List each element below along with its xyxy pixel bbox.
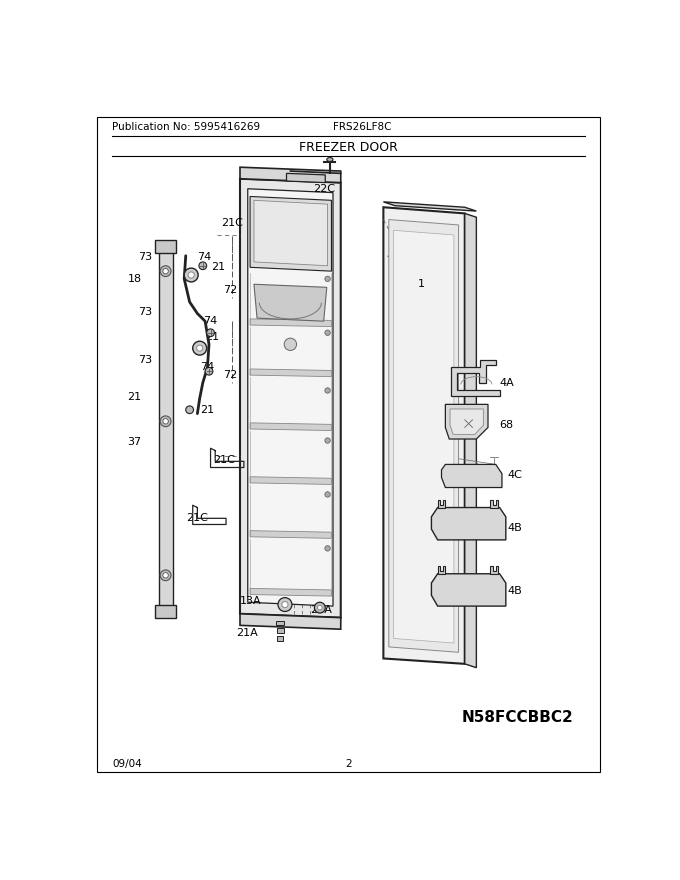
Text: 09/04: 09/04 [112,759,142,769]
Circle shape [325,276,330,282]
Circle shape [163,268,169,274]
Polygon shape [250,196,331,271]
Text: 21A: 21A [236,628,258,638]
Polygon shape [155,240,176,253]
Text: FREEZER DOOR: FREEZER DOOR [299,142,398,155]
Polygon shape [250,589,331,596]
Text: 4C: 4C [507,470,522,480]
Circle shape [160,570,171,581]
Text: 74: 74 [197,252,211,261]
Text: 21: 21 [205,332,219,341]
Circle shape [192,341,207,355]
Polygon shape [250,531,331,539]
Polygon shape [451,360,500,396]
Circle shape [186,406,194,414]
Polygon shape [158,252,173,606]
Polygon shape [248,188,333,606]
Circle shape [184,268,198,282]
Text: FRS26LF8C: FRS26LF8C [333,122,392,132]
Polygon shape [441,465,502,488]
Polygon shape [450,409,483,435]
Text: 37: 37 [128,437,141,447]
Circle shape [314,602,325,613]
Text: 21C: 21C [186,512,207,523]
Polygon shape [286,173,325,182]
Polygon shape [240,167,341,182]
Polygon shape [240,614,341,629]
Circle shape [325,388,330,393]
Polygon shape [250,369,331,377]
Text: 21: 21 [200,405,214,414]
Circle shape [207,329,214,337]
Text: 22A: 22A [310,605,332,615]
Polygon shape [155,605,176,618]
Text: 18: 18 [128,274,141,284]
Text: 1: 1 [418,279,425,290]
Polygon shape [490,500,498,508]
Text: 21: 21 [211,262,226,272]
Polygon shape [384,202,477,211]
Circle shape [199,262,207,269]
Text: 73: 73 [137,252,152,261]
Text: 68: 68 [500,420,514,430]
Polygon shape [464,213,477,668]
Text: 21C: 21C [220,217,243,228]
Text: 72: 72 [223,370,237,380]
Circle shape [197,345,203,351]
Text: 73: 73 [137,307,152,317]
Text: 2: 2 [345,759,352,769]
Text: 72: 72 [223,285,237,296]
Text: 21C: 21C [213,455,235,465]
Polygon shape [394,231,454,643]
Polygon shape [431,574,506,606]
Circle shape [325,330,330,335]
Text: 4A: 4A [500,378,514,388]
Bar [277,620,284,626]
Polygon shape [438,500,445,508]
Polygon shape [384,207,464,664]
Text: N58FCCBBC2: N58FCCBBC2 [462,710,573,725]
Bar [277,628,284,633]
Text: 13A: 13A [240,596,262,605]
Circle shape [188,272,194,278]
Circle shape [325,546,330,551]
Circle shape [205,368,213,375]
Circle shape [160,266,171,276]
Circle shape [318,605,322,610]
Text: 22C: 22C [313,184,336,194]
Text: 11: 11 [283,199,296,209]
Circle shape [278,598,292,612]
Circle shape [284,338,296,350]
Polygon shape [431,508,506,539]
Polygon shape [254,284,327,321]
Text: 4B: 4B [507,586,522,596]
Text: 74: 74 [203,316,217,326]
Text: Publication No: 5995416269: Publication No: 5995416269 [112,122,260,132]
Polygon shape [250,477,331,484]
Polygon shape [250,319,331,326]
Text: 21: 21 [128,392,141,401]
Polygon shape [445,405,488,439]
Ellipse shape [327,158,333,161]
Text: 4B: 4B [507,523,522,532]
Circle shape [160,416,171,427]
Text: 74: 74 [200,363,214,372]
Polygon shape [389,219,458,652]
Text: 73: 73 [137,355,152,364]
Circle shape [163,573,169,578]
Bar [277,636,284,641]
Polygon shape [254,201,328,266]
Circle shape [282,602,288,607]
Circle shape [163,419,169,424]
Polygon shape [490,566,498,574]
Polygon shape [240,179,341,618]
Polygon shape [438,566,445,574]
Circle shape [325,438,330,444]
Polygon shape [250,423,331,430]
Circle shape [325,492,330,497]
